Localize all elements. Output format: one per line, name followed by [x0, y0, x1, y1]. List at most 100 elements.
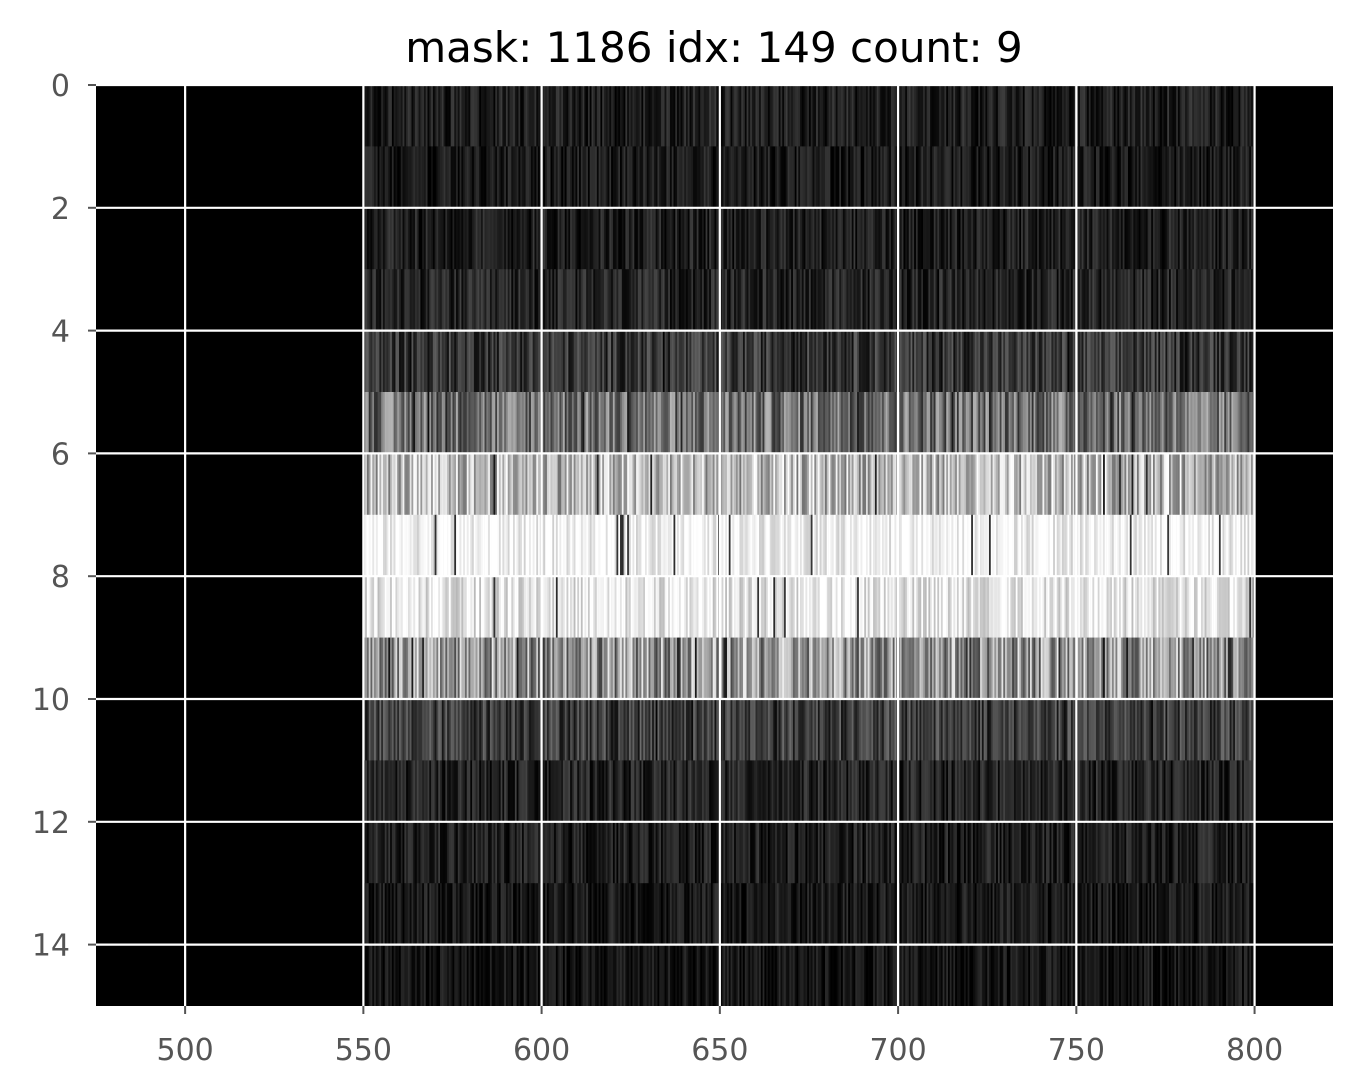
heatmap-cell: [693, 330, 696, 393]
heatmap-cell: [801, 330, 804, 393]
heatmap-cell: [1008, 392, 1011, 454]
heatmap-cell: [1229, 207, 1232, 270]
heatmap-cell: [880, 576, 883, 638]
heatmap-cell: [997, 146, 1000, 209]
heatmap-cell: [714, 146, 717, 209]
heatmap-cell: [436, 392, 439, 454]
heatmap-cell: [910, 269, 913, 331]
heatmap-cell: [648, 453, 651, 516]
heatmap-cell: [1117, 453, 1120, 516]
heatmap-cell: [816, 269, 819, 331]
heatmap-cell: [817, 637, 820, 700]
heatmap-cell: [587, 330, 591, 393]
heatmap-cell: [657, 392, 660, 454]
heatmap-cell: [810, 146, 813, 209]
heatmap-cell: [390, 514, 393, 577]
heatmap-cell: [771, 207, 774, 270]
heatmap-cell: [644, 453, 648, 516]
heatmap-cell: [1035, 146, 1038, 209]
heatmap-cell: [735, 330, 738, 393]
heatmap-cell: [930, 269, 933, 331]
heatmap-cell: [901, 330, 904, 393]
heatmap-cell: [1065, 514, 1068, 577]
heatmap-cell: [776, 514, 779, 577]
heatmap-cell: [564, 269, 567, 331]
heatmap-cell: [440, 85, 443, 147]
heatmap-cell: [495, 85, 498, 147]
heatmap-cell: [1033, 330, 1036, 393]
heatmap-cell: [625, 637, 628, 700]
heatmap-cell: [1056, 576, 1059, 638]
heatmap-cell: [511, 453, 514, 516]
heatmap-cell: [923, 146, 926, 209]
heatmap-cell: [741, 576, 744, 638]
heatmap-cell: [712, 392, 715, 454]
heatmap-cell: [1249, 392, 1252, 454]
heatmap-cell: [579, 576, 582, 638]
heatmap-cell: [1190, 514, 1193, 577]
heatmap-cell: [1119, 453, 1122, 516]
heatmap-cell: [935, 330, 938, 393]
heatmap-cell: [771, 330, 774, 393]
heatmap-cell: [1133, 637, 1136, 700]
heatmap-cell: [1119, 330, 1122, 393]
heatmap-cell: [887, 85, 890, 147]
heatmap-cell: [388, 269, 391, 331]
heatmap-cell: [684, 146, 687, 209]
heatmap-cell: [792, 514, 796, 577]
heatmap-cell: [778, 207, 781, 270]
heatmap-cell: [377, 146, 380, 209]
heatmap-cell: [618, 453, 621, 516]
heatmap-cell: [562, 85, 566, 147]
heatmap-cell: [1201, 392, 1204, 454]
heatmap-cell: [791, 514, 794, 577]
heatmap-cell: [456, 207, 459, 270]
heatmap-cell: [548, 330, 551, 393]
heatmap-cell: [857, 637, 860, 700]
heatmap-cell: [1083, 146, 1086, 209]
heatmap-cell: [1101, 576, 1104, 638]
heatmap-cell: [1251, 576, 1254, 638]
heatmap-cell: [637, 637, 640, 700]
heatmap-cell: [835, 392, 838, 454]
heatmap-cell: [611, 637, 614, 700]
heatmap-cell: [887, 146, 890, 209]
heatmap-cell: [589, 85, 592, 147]
heatmap-cell: [1015, 576, 1018, 638]
heatmap-cell: [967, 576, 970, 638]
heatmap-cell: [664, 392, 667, 454]
heatmap-cell: [507, 514, 510, 577]
heatmap-cell: [844, 637, 847, 700]
heatmap-cell: [1181, 85, 1184, 147]
heatmap-cell: [785, 146, 788, 209]
heatmap-cell: [978, 269, 981, 331]
heatmap-cell: [420, 637, 423, 700]
heatmap-cell: [734, 576, 737, 638]
heatmap-cell: [937, 514, 940, 577]
heatmap-cell: [1147, 453, 1150, 516]
heatmap-cell: [835, 453, 838, 516]
heatmap-cell: [794, 392, 797, 454]
heatmap-cell: [418, 207, 421, 270]
heatmap-cell: [905, 392, 908, 454]
heatmap-cell: [484, 146, 487, 209]
heatmap-cell: [757, 637, 760, 700]
heatmap-cell: [466, 269, 469, 331]
heatmap-cell: [923, 453, 926, 516]
heatmap-cell: [1021, 146, 1024, 209]
heatmap-cell: [411, 637, 414, 700]
heatmap-cell: [1165, 269, 1168, 331]
heatmap-cell: [887, 453, 890, 516]
heatmap-cell: [1088, 514, 1091, 577]
heatmap-cell: [1154, 576, 1157, 638]
heatmap-cell: [1029, 637, 1033, 700]
heatmap-cell: [707, 85, 710, 147]
heatmap-cell: [1049, 146, 1052, 209]
heatmap-cell: [482, 85, 485, 147]
heatmap-cell: [1022, 330, 1025, 393]
heatmap-cell: [1017, 514, 1020, 577]
heatmap-cell: [477, 85, 480, 147]
heatmap-cell: [928, 392, 931, 454]
heatmap-cell: [605, 207, 608, 270]
heatmap-cell: [650, 146, 653, 209]
